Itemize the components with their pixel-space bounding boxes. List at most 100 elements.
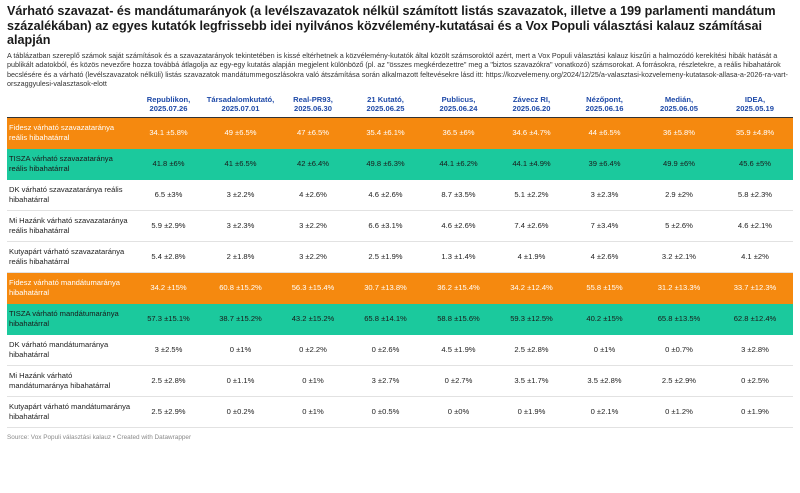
row-label: DK várható mandátumaránya hibahatárral bbox=[7, 334, 133, 366]
table-row: DK várható mandátumaránya hibahatárral 3 … bbox=[7, 334, 793, 366]
table-cell: 2 ±1.8% bbox=[204, 241, 277, 273]
table-cell: 0 ±1% bbox=[277, 396, 349, 428]
table-cell: 0 ±2.1% bbox=[568, 396, 641, 428]
table-cell: 2.5 ±1.9% bbox=[349, 241, 422, 273]
table-cell: 0 ±1.2% bbox=[641, 396, 717, 428]
table-cell: 0 ±1.9% bbox=[717, 396, 793, 428]
column-header[interactable]: Medián, 2025.06.05 bbox=[641, 94, 717, 118]
table-cell: 43.2 ±15.2% bbox=[277, 303, 349, 335]
table-cell: 65.8 ±13.5% bbox=[641, 303, 717, 335]
table-cell: 6.6 ±3.1% bbox=[349, 210, 422, 242]
table-cell: 36 ±5.8% bbox=[641, 117, 717, 149]
table-cell: 0 ±0.2% bbox=[204, 396, 277, 428]
table-cell: 38.7 ±15.2% bbox=[204, 303, 277, 335]
table-cell: 5.1 ±2.2% bbox=[495, 179, 568, 211]
column-pollster: IDEA, bbox=[744, 94, 766, 104]
table-cell: 0 ±2.7% bbox=[422, 365, 495, 397]
table-cell: 1.3 ±1.4% bbox=[422, 241, 495, 273]
row-label: Mi Hazánk várható mandátumaránya hibahat… bbox=[7, 365, 133, 397]
table-cell: 36.2 ±15.4% bbox=[422, 272, 495, 304]
column-header[interactable]: Publicus, 2025.06.24 bbox=[422, 94, 495, 118]
table-row: Kutyapárt várható szavazataránya reális … bbox=[7, 241, 793, 273]
table-cell: 36.5 ±6% bbox=[422, 117, 495, 149]
table-cell: 3 ±2.2% bbox=[277, 210, 349, 242]
column-header[interactable]: Real-PR93, 2025.06.30 bbox=[277, 94, 349, 118]
table-cell: 3 ±2.2% bbox=[277, 241, 349, 273]
column-date: 2025.07.01 bbox=[221, 104, 260, 114]
column-pollster: Társadalomkutató, bbox=[206, 94, 275, 104]
table-cell: 31.2 ±13.3% bbox=[641, 272, 717, 304]
table-cell: 58.8 ±15.6% bbox=[422, 303, 495, 335]
table-row: TISZA várható szavazataránya reális hiba… bbox=[7, 148, 793, 180]
table-cell: 55.8 ±15% bbox=[568, 272, 641, 304]
table-cell: 4.6 ±2.6% bbox=[422, 210, 495, 242]
table-cell: 34.6 ±4.7% bbox=[495, 117, 568, 149]
table-cell: 60.8 ±15.2% bbox=[204, 272, 277, 304]
column-header[interactable]: Nézőpont, 2025.06.16 bbox=[568, 94, 641, 118]
table-cell: 4.5 ±1.9% bbox=[422, 334, 495, 366]
table-cell: 3.2 ±2.1% bbox=[641, 241, 717, 273]
table-cell: 49.8 ±6.3% bbox=[349, 148, 422, 180]
table-cell: 3 ±2.2% bbox=[204, 179, 277, 211]
table-row: Fidesz várható szavazataránya reális hib… bbox=[7, 117, 793, 149]
table-cell: 3.5 ±1.7% bbox=[495, 365, 568, 397]
table-cell: 34.1 ±5.8% bbox=[133, 117, 204, 149]
table-body: Fidesz várható szavazataránya reális hib… bbox=[7, 117, 793, 428]
table-cell: 49.9 ±6% bbox=[641, 148, 717, 180]
column-pollster: 21 Kutató, bbox=[367, 94, 404, 104]
table-cell: 39 ±6.4% bbox=[568, 148, 641, 180]
table-cell: 65.8 ±14.1% bbox=[349, 303, 422, 335]
row-label: Kutyapárt várható szavazataránya reális … bbox=[7, 241, 133, 273]
table-cell: 0 ±2.6% bbox=[349, 334, 422, 366]
table-cell: 7.4 ±2.6% bbox=[495, 210, 568, 242]
column-pollster: Republikon, bbox=[146, 94, 191, 104]
column-date: 2025.06.30 bbox=[293, 104, 332, 114]
column-pollster: Nézőpont, bbox=[586, 94, 623, 104]
column-header[interactable]: Társadalomkutató, 2025.07.01 bbox=[204, 94, 277, 118]
column-date: 2025.05.19 bbox=[735, 104, 774, 114]
table-cell: 0 ±1% bbox=[204, 334, 277, 366]
table-cell: 34.2 ±12.4% bbox=[495, 272, 568, 304]
table-cell: 0 ±1% bbox=[277, 365, 349, 397]
table-cell: 0 ±0.7% bbox=[641, 334, 717, 366]
column-header[interactable]: 21 Kutató, 2025.06.25 bbox=[349, 94, 422, 118]
table-cell: 3 ±2.3% bbox=[568, 179, 641, 211]
table-cell: 4 ±2.6% bbox=[568, 241, 641, 273]
column-header[interactable]: Závecz RI, 2025.06.20 bbox=[495, 94, 568, 118]
table-cell: 3 ±2.7% bbox=[349, 365, 422, 397]
row-label: Kutyapárt várható mandátumaránya hibahat… bbox=[7, 396, 133, 428]
table-cell: 3.5 ±2.8% bbox=[568, 365, 641, 397]
column-date: 2025.06.24 bbox=[439, 104, 478, 114]
table-cell: 34.2 ±15% bbox=[133, 272, 204, 304]
table-cell: 35.9 ±4.8% bbox=[717, 117, 793, 149]
table-cell: 30.7 ±13.8% bbox=[349, 272, 422, 304]
table-cell: 7 ±3.4% bbox=[568, 210, 641, 242]
column-date: 2025.06.05 bbox=[659, 104, 698, 114]
column-header[interactable]: IDEA, 2025.05.19 bbox=[717, 94, 793, 118]
table-row: Kutyapárt várható mandátumaránya hibahat… bbox=[7, 396, 793, 428]
column-date: 2025.06.16 bbox=[585, 104, 624, 114]
table-cell: 4 ±1.9% bbox=[495, 241, 568, 273]
table-cell: 47 ±6.5% bbox=[277, 117, 349, 149]
table-row: DK várható szavazataránya reális hibahat… bbox=[7, 179, 793, 211]
table-cell: 33.7 ±12.3% bbox=[717, 272, 793, 304]
table-cell: 35.4 ±6.1% bbox=[349, 117, 422, 149]
page-title: Várható szavazat- és mandátumarányok (a … bbox=[7, 4, 776, 47]
table-cell: 44 ±6.5% bbox=[568, 117, 641, 149]
column-header[interactable]: Republikon, 2025.07.26 bbox=[133, 94, 204, 118]
table-cell: 8.7 ±3.5% bbox=[422, 179, 495, 211]
source-footer: Source: Vox Populi választási kalauz • C… bbox=[7, 433, 192, 441]
table-cell: 2.9 ±2% bbox=[641, 179, 717, 211]
column-pollster: Závecz RI, bbox=[512, 94, 551, 104]
column-pollster: Medián, bbox=[664, 94, 694, 104]
table-cell: 4.6 ±2.1% bbox=[717, 210, 793, 242]
table-cell: 3 ±2.8% bbox=[717, 334, 793, 366]
column-date: 2025.06.20 bbox=[512, 104, 551, 114]
table-cell: 0 ±1.9% bbox=[495, 396, 568, 428]
table-cell: 57.3 ±15.1% bbox=[133, 303, 204, 335]
table-cell: 6.5 ±3% bbox=[133, 179, 204, 211]
table-row: TISZA várható mandátumaránya hibahatárra… bbox=[7, 303, 793, 335]
table-cell: 5.9 ±2.9% bbox=[133, 210, 204, 242]
table-cell: 45.6 ±5% bbox=[717, 148, 793, 180]
row-header-empty bbox=[7, 94, 133, 118]
